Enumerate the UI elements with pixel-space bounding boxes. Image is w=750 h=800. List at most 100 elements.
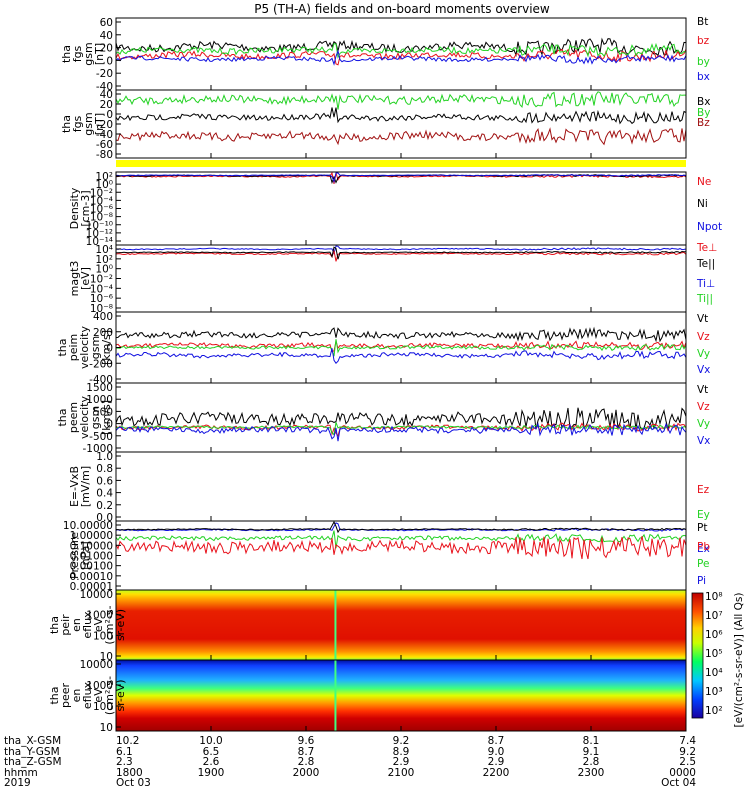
x-column-value: 10.2 bbox=[116, 735, 139, 747]
y-tick-label: 10⁻¹² bbox=[86, 228, 113, 240]
legend-entry: Vx bbox=[697, 364, 710, 376]
x-column-value: Oct 04 bbox=[661, 777, 696, 789]
panel-8: 10.000001.000000.100000.010000.001000.00… bbox=[63, 520, 710, 593]
y-tick-label: 10⁻⁶ bbox=[90, 204, 113, 216]
legend-entry: Vy bbox=[697, 418, 710, 430]
series-line-Bz bbox=[115, 127, 687, 146]
y-tick-label: 0 bbox=[106, 343, 113, 355]
y-tick-label: 10⁰ bbox=[95, 264, 113, 276]
y-tick-label: 20 bbox=[100, 43, 113, 55]
legend-entry: Bz bbox=[697, 117, 710, 129]
y-tick-label: -40 bbox=[96, 129, 113, 141]
legend-entry: Te⊥ bbox=[696, 242, 717, 254]
y-tick-label: 0 bbox=[106, 419, 113, 431]
series-line-Bx bbox=[115, 91, 686, 110]
y-tick-label: 10 bbox=[100, 651, 113, 663]
y-tick-label: 0.00010 bbox=[70, 571, 113, 583]
y-tick-label: -500 bbox=[89, 431, 113, 443]
y-tick-label: -60 bbox=[96, 139, 113, 151]
y-tick-label: -20 bbox=[96, 68, 113, 80]
y-tick-label: 10⁻⁶ bbox=[90, 293, 113, 305]
y-tick-label: 1000 bbox=[86, 394, 113, 406]
series-line-Ti⊥ bbox=[115, 246, 687, 260]
colorbar-tick-label: 10³ bbox=[705, 686, 723, 698]
legend-entry: Vz bbox=[697, 331, 710, 343]
y-tick-label: 10² bbox=[95, 171, 113, 183]
legend-entry: bx bbox=[697, 71, 710, 83]
legend-entry: Ne bbox=[697, 176, 711, 188]
y-tick-label: 0.01000 bbox=[70, 551, 113, 563]
panel-frame bbox=[115, 89, 687, 159]
colorbar: 10⁸ 10⁷ 10⁶ 10⁵ 10⁴ 10³ 10² [eV/(cm²-s-sr-eV)] … bbox=[691, 591, 745, 728]
y-tick-label: 1000 bbox=[86, 610, 113, 622]
panel-frame bbox=[115, 520, 687, 591]
legend-entry: Bx bbox=[697, 96, 710, 108]
legend-entry: by bbox=[697, 56, 710, 68]
y-axis-label: thafgsgsm[nT] bbox=[60, 112, 106, 135]
legend-entry: Pt bbox=[697, 522, 707, 534]
series-line-Vt bbox=[115, 326, 687, 343]
heatmap-image bbox=[116, 590, 686, 660]
x-column-value: 2.5 bbox=[679, 756, 696, 768]
x-column-value: Oct 03 bbox=[116, 777, 151, 789]
legend-entry: Ti|| bbox=[696, 293, 713, 305]
x-column-value: 2.3 bbox=[116, 756, 133, 768]
chart-title: P5 (TH-A) fields and on-board moments ov… bbox=[254, 2, 550, 16]
y-tick-label: 1000 bbox=[86, 680, 113, 692]
panel-7: 1.00.80.60.40.20.0 E=-VxB[mV/m] Ez Ey Ex bbox=[68, 451, 710, 555]
series-line-bz bbox=[115, 48, 687, 66]
y-tick-label: 500 bbox=[93, 406, 113, 418]
y-tick-label: 0.00100 bbox=[70, 561, 113, 573]
y-tick-label: 10⁴ bbox=[95, 244, 113, 256]
x-row-label: tha_X-GSM bbox=[4, 735, 61, 747]
y-tick-label: 100 bbox=[93, 630, 113, 642]
y-axis-label: magt3[eV] bbox=[68, 261, 92, 297]
series-line-Pi bbox=[115, 536, 687, 560]
y-tick-label: 60 bbox=[100, 17, 113, 29]
y-tick-label: 1500 bbox=[86, 382, 113, 394]
series-line-bx bbox=[115, 49, 687, 66]
series-line-Vx bbox=[115, 422, 687, 442]
x-row-label: hhmm bbox=[4, 767, 38, 779]
y-axis-label: thapeirenefluxeV(cm²-s-sr-eV) bbox=[48, 605, 127, 644]
x-row-label: tha_Z-GSM bbox=[4, 756, 62, 768]
panel-10: 10000 1000 100 10 thapeerenefluxeV(cm²-s-sr-… bbox=[48, 659, 687, 734]
x-column-value: 7.4 bbox=[679, 735, 696, 747]
y-tick-label: 0.0 bbox=[96, 512, 113, 524]
legend-entry: Vz bbox=[697, 401, 710, 413]
series-line-Pe bbox=[115, 530, 687, 549]
colorbar-label: [eV/(cm²-s-sr-eV)] (All Qs) bbox=[733, 593, 745, 728]
y-tick-label: 10⁻² bbox=[90, 274, 113, 286]
y-tick-label: 10⁻¹⁴ bbox=[86, 236, 113, 248]
x-column-value: 2.8 bbox=[583, 756, 600, 768]
y-tick-label: 10⁻² bbox=[90, 187, 113, 199]
x-column-value: 8.7 bbox=[488, 735, 505, 747]
y-tick-label: 10000 bbox=[80, 659, 113, 671]
y-tick-label: -80 bbox=[96, 149, 113, 161]
legend-entry: Te|| bbox=[696, 258, 715, 270]
x-column-value: 1800 bbox=[116, 767, 143, 779]
y-tick-label: 10⁻⁴ bbox=[90, 195, 113, 207]
x-axis-labels: tha_X-GSMtha_Y-GSMtha_Z-GSMhhmm201910.26… bbox=[4, 735, 696, 789]
y-tick-label: 0.8 bbox=[96, 463, 113, 475]
y-tick-label: 10⁻⁴ bbox=[90, 283, 113, 295]
legend-entry: Ti⊥ bbox=[696, 278, 715, 290]
colorbar-tick-label: 10⁴ bbox=[705, 667, 723, 679]
legend-entry: Vt bbox=[697, 384, 708, 396]
x-column-value: 1900 bbox=[198, 767, 225, 779]
legend-entry: Vt bbox=[697, 313, 708, 325]
y-tick-label: 10² bbox=[95, 254, 113, 266]
legend-entry: Ni bbox=[697, 198, 708, 210]
y-tick-label: 10⁻¹⁰ bbox=[86, 220, 113, 232]
x-column-value: 0000 bbox=[669, 767, 696, 779]
x-column-value: 8.9 bbox=[393, 746, 410, 758]
panel-frame bbox=[115, 171, 687, 246]
y-tick-label: 10⁻⁸ bbox=[90, 303, 113, 315]
y-tick-label: 10⁰ bbox=[95, 179, 113, 191]
x-column-value: 9.2 bbox=[679, 746, 696, 758]
x-column-value: 6.1 bbox=[116, 746, 133, 758]
